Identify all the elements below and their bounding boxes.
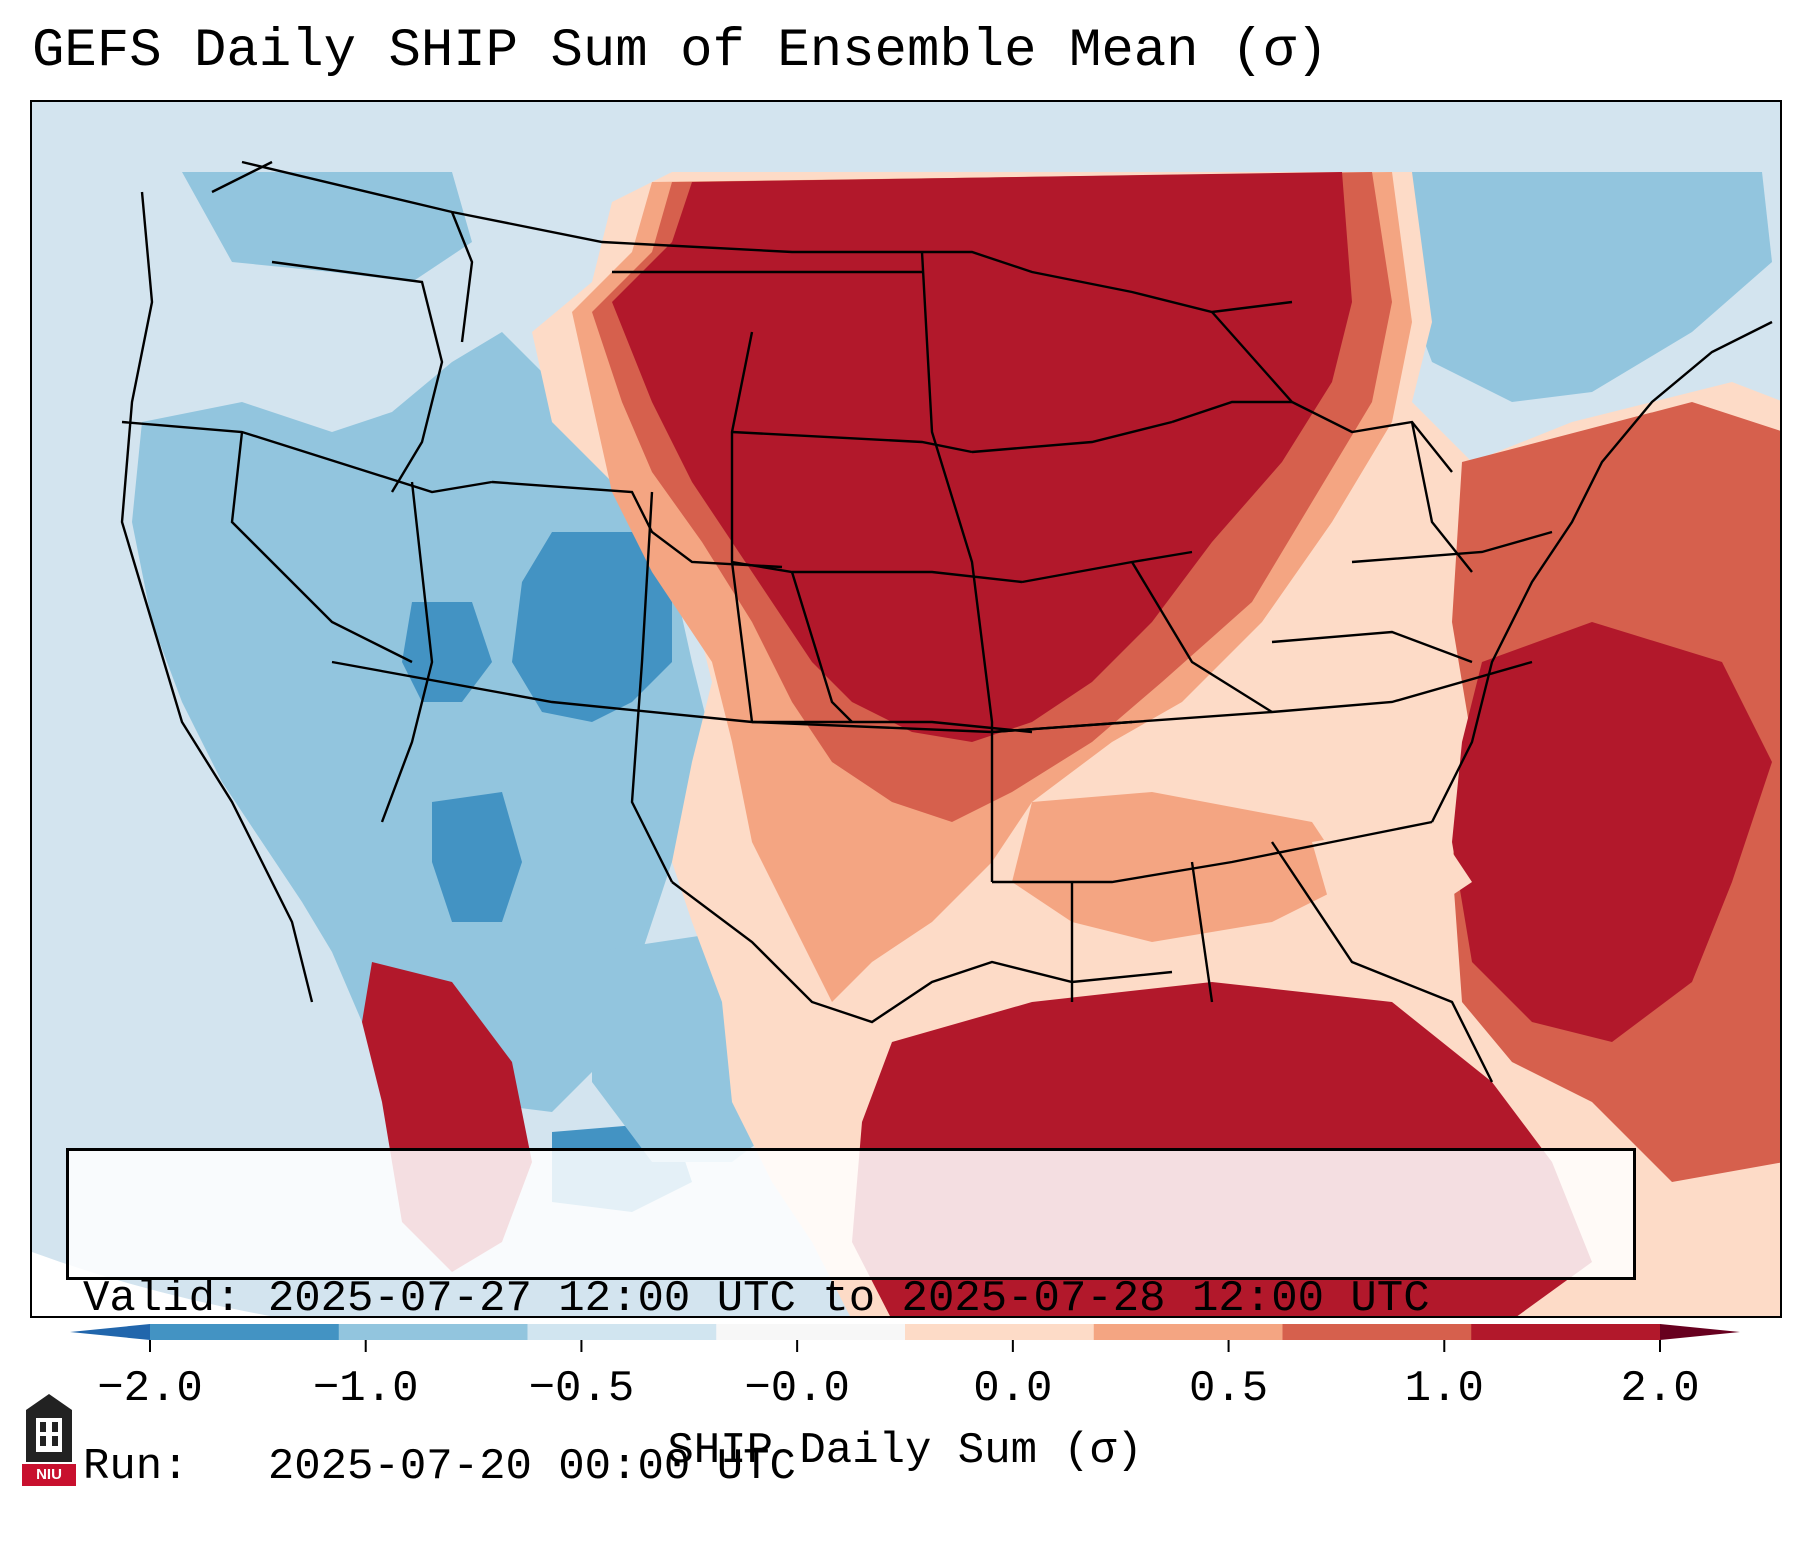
- boundaries: [120, 160, 1773, 1083]
- colorbar-tick-label: 2.0: [1620, 1364, 1700, 1414]
- colorbar: −2.0 −1.0 −0.5 −0.0 0.0 0.5 1.0 2.0 SHIP Daily …: [70, 1320, 1740, 1500]
- neg-region-west: [132, 332, 712, 1112]
- neg-region-northeast: [1392, 172, 1772, 402]
- weak-pos-carolinas: [1312, 822, 1472, 922]
- projection-edge: [32, 1252, 270, 1316]
- colorbar-label: SHIP Daily Sum (σ): [667, 1426, 1143, 1476]
- very-strong-pos-atlantic: [1452, 622, 1772, 1042]
- valid-run-box: Valid: 2025-07-27 12:00 UTC to 2025-07-2…: [66, 1148, 1636, 1492]
- strong-neg-arizona: [432, 792, 522, 922]
- colorbar-tick-label: −1.0: [312, 1364, 419, 1414]
- strong-neg-utah: [402, 602, 492, 702]
- west-coast: [120, 191, 314, 1003]
- colorbar-extend-low: [70, 1324, 150, 1340]
- colorbar-ticks: [149, 1340, 1661, 1352]
- colorbar-segments: [150, 1324, 1661, 1340]
- east-coast: [1430, 320, 1773, 823]
- run-line: Run: 2025-07-20 00:00 UTC: [83, 1442, 796, 1492]
- colorbar-strip: [70, 1324, 1740, 1352]
- colorbar-tick-label: 0.0: [973, 1364, 1053, 1414]
- canada-border: [241, 160, 1293, 314]
- colorbar-segment: [150, 1324, 340, 1340]
- colorbar-tick-label: −0.5: [528, 1364, 635, 1414]
- map-panel: [30, 100, 1782, 1318]
- shaded-map: [32, 102, 1780, 1316]
- page-title: GEFS Daily SHIP Sum of Ensemble Mean (σ): [32, 21, 1329, 82]
- colorbar-tick-label: 1.0: [1404, 1364, 1484, 1414]
- tower-icon: [26, 1394, 72, 1462]
- colorbar-extend-high: [1660, 1324, 1740, 1340]
- colorbar-segment: [716, 1324, 906, 1340]
- colorbar-segment: [338, 1324, 528, 1340]
- colorbar-tick-label: −0.0: [744, 1364, 850, 1414]
- colorbar-tick-label: 0.5: [1188, 1364, 1269, 1414]
- colorbar-segment: [527, 1324, 717, 1340]
- very-strong-pos-central: [612, 172, 1352, 742]
- colorbar-segment: [1282, 1324, 1472, 1340]
- gulf-coast: [671, 881, 1173, 1024]
- colorbar-segment: [1471, 1324, 1661, 1340]
- valid-line: Valid: 2025-07-27 12:00 UTC to 2025-07-2…: [83, 1274, 1430, 1324]
- logo-badge: NIU: [22, 1464, 76, 1486]
- colorbar-tick-label: −2.0: [97, 1364, 203, 1414]
- colorbar-segment: [905, 1324, 1095, 1340]
- colorbar-segment: [1093, 1324, 1283, 1340]
- strong-neg-colorado: [512, 532, 672, 722]
- pos-southeast: [1012, 792, 1352, 942]
- niu-logo: NIU: [20, 1392, 78, 1486]
